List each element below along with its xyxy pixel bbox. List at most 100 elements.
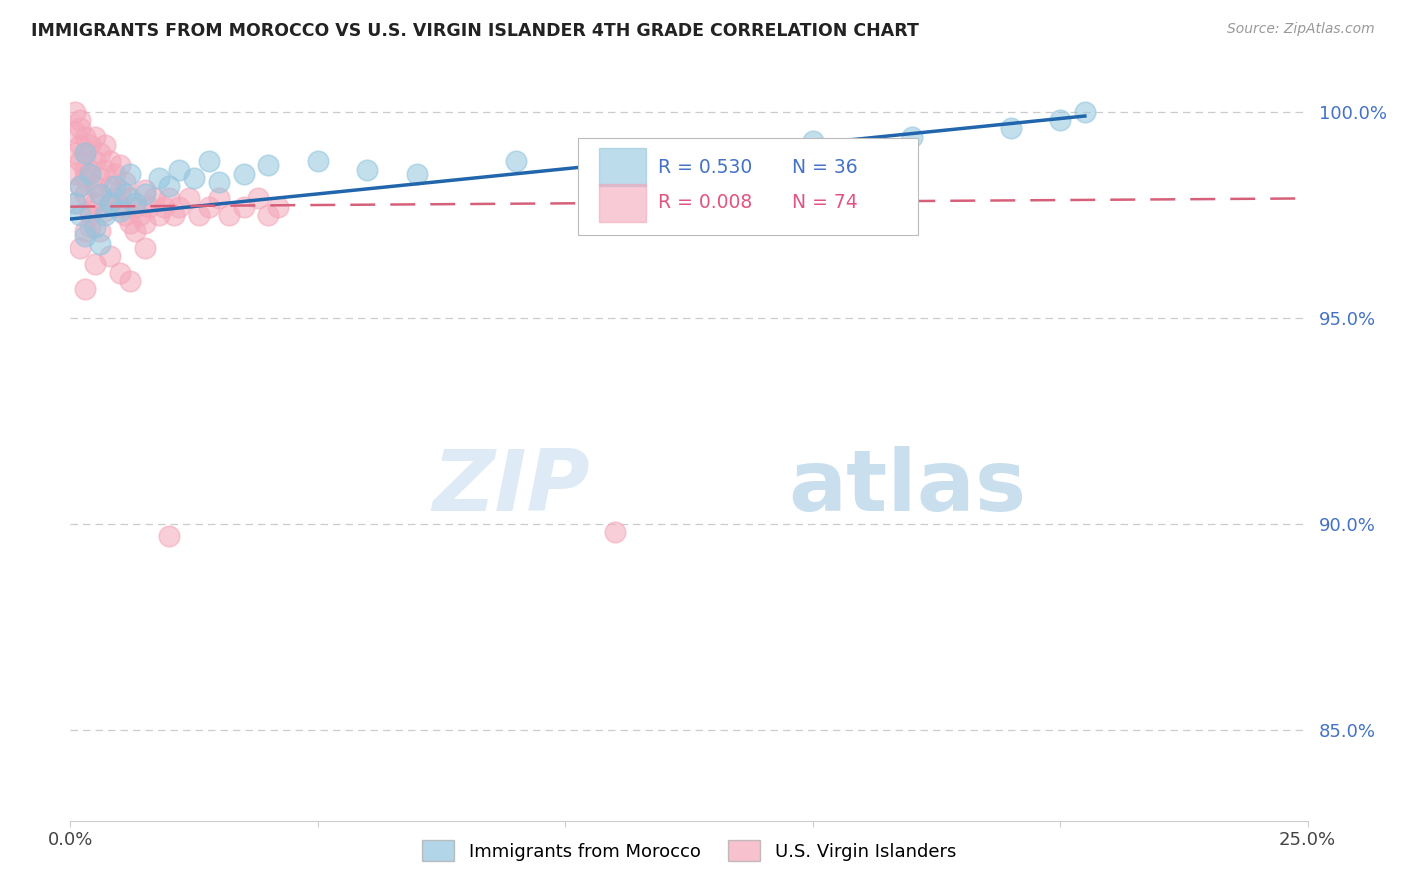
Point [108, 158, 131, 172]
Point [89, 187, 111, 202]
Point [104, 191, 127, 205]
Point [114, 208, 136, 222]
Point [232, 167, 254, 181]
Point [118, 216, 141, 230]
Point [69, 154, 91, 169]
Bar [599, 148, 645, 186]
Point [65, 195, 87, 210]
Point [69, 179, 91, 194]
Point [134, 183, 156, 197]
Point [69, 137, 91, 152]
Point [84, 129, 107, 144]
Point [188, 208, 211, 222]
Point [124, 195, 146, 210]
Point [157, 179, 180, 194]
Point [104, 179, 127, 194]
Point [703, 142, 725, 156]
Point [98, 195, 121, 210]
Point [69, 121, 91, 136]
Point [75, 282, 97, 296]
Point [134, 241, 156, 255]
Point [75, 146, 97, 161]
Point [114, 175, 136, 189]
Point [89, 187, 111, 202]
Point [114, 187, 136, 202]
Point [75, 224, 97, 238]
Point [75, 129, 97, 144]
Point [505, 154, 527, 169]
Point [603, 525, 626, 540]
Text: ZIP: ZIP [432, 445, 591, 529]
Point [198, 154, 221, 169]
Point [138, 200, 160, 214]
Point [148, 208, 170, 222]
Point [118, 274, 141, 288]
Point [84, 257, 107, 271]
Point [94, 208, 117, 222]
Point [94, 137, 117, 152]
Point [79, 208, 101, 222]
Point [79, 162, 101, 177]
Point [79, 137, 101, 152]
Point [208, 175, 231, 189]
Point [79, 220, 101, 235]
Point [108, 203, 131, 218]
Point [69, 179, 91, 194]
Point [603, 146, 626, 161]
Legend: Immigrants from Morocco, U.S. Virgin Islanders: Immigrants from Morocco, U.S. Virgin Isl… [415, 833, 963, 869]
Point [89, 236, 111, 251]
Point [118, 191, 141, 205]
Point [75, 162, 97, 177]
Point [167, 200, 190, 214]
Text: IMMIGRANTS FROM MOROCCO VS U.S. VIRGIN ISLANDER 4TH GRADE CORRELATION CHART: IMMIGRANTS FROM MOROCCO VS U.S. VIRGIN I… [31, 22, 918, 40]
Point [65, 126, 87, 140]
Point [98, 154, 121, 169]
Point [307, 154, 329, 169]
Point [167, 162, 190, 177]
Bar [599, 184, 645, 221]
Point [69, 208, 91, 222]
Point [163, 208, 186, 222]
Point [267, 200, 290, 214]
Point [89, 224, 111, 238]
Point [257, 208, 280, 222]
Point [134, 187, 156, 202]
Point [108, 200, 131, 214]
Point [218, 208, 240, 222]
Point [75, 146, 97, 161]
Point [157, 191, 180, 205]
Point [124, 224, 146, 238]
Point [134, 216, 156, 230]
Point [75, 228, 97, 243]
Point [232, 200, 254, 214]
Text: Source: ZipAtlas.com: Source: ZipAtlas.com [1227, 22, 1375, 37]
Point [75, 187, 97, 202]
Point [198, 200, 221, 214]
Point [84, 195, 107, 210]
Point [405, 167, 427, 181]
Text: R = 0.008: R = 0.008 [658, 194, 752, 212]
Point [98, 195, 121, 210]
Point [143, 191, 166, 205]
Point [1000, 121, 1022, 136]
Point [118, 167, 141, 181]
Point [69, 241, 91, 255]
Point [356, 162, 378, 177]
Text: atlas: atlas [787, 445, 1026, 529]
Point [177, 191, 200, 205]
Point [84, 179, 107, 194]
Point [65, 146, 87, 161]
Point [94, 203, 117, 218]
Point [84, 220, 107, 235]
Point [65, 195, 87, 210]
Point [247, 191, 270, 205]
FancyBboxPatch shape [578, 138, 918, 235]
Point [900, 129, 922, 144]
Point [257, 158, 280, 172]
Point [79, 167, 101, 181]
Point [108, 183, 131, 197]
Point [79, 203, 101, 218]
Point [65, 167, 87, 181]
Point [153, 200, 176, 214]
Point [128, 208, 150, 222]
